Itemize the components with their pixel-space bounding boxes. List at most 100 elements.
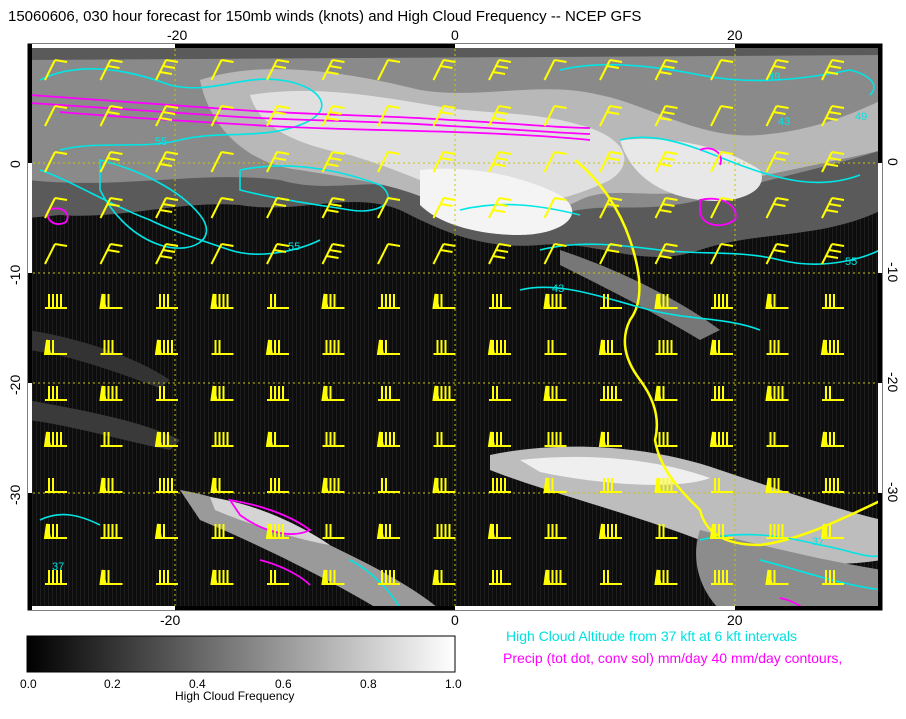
wind-barb xyxy=(44,105,68,127)
wind-barb xyxy=(265,431,289,447)
wind-barb xyxy=(543,385,567,401)
wind-barb xyxy=(432,105,456,127)
lat-tick-right: -20 xyxy=(885,372,901,392)
wind-barb xyxy=(377,243,401,265)
wind-barb xyxy=(322,340,345,355)
wind-barb xyxy=(432,385,456,401)
wind-barb xyxy=(655,340,678,355)
wind-barb xyxy=(488,243,512,265)
wind-barb xyxy=(820,431,844,447)
wind-barb xyxy=(376,523,400,539)
wind-barb xyxy=(210,293,234,309)
wind-barb xyxy=(711,386,733,401)
wind-barb xyxy=(654,569,678,585)
lat-tick-left: -30 xyxy=(7,485,23,505)
wind-barb xyxy=(99,477,123,493)
wind-barb xyxy=(99,569,123,585)
wind-barb xyxy=(44,59,68,81)
wind-barb xyxy=(655,432,678,447)
wind-barb xyxy=(210,569,234,585)
wind-barb xyxy=(821,243,845,265)
wind-barb xyxy=(210,243,234,265)
lat-tick-left: -20 xyxy=(7,375,23,395)
wind-barb xyxy=(599,243,623,265)
wind-barb xyxy=(543,197,567,219)
wind-barb xyxy=(432,197,456,219)
wind-barb xyxy=(210,197,234,219)
legend-cloud-altitude: High Cloud Altitude from 37 kft at 6 kft… xyxy=(506,628,798,644)
lon-tick-bottom: 20 xyxy=(727,612,743,628)
wind-barb xyxy=(44,243,68,265)
wind-barb xyxy=(821,197,845,219)
wind-barb xyxy=(321,293,345,309)
wind-barb xyxy=(377,197,401,219)
cloud-frequency-field: 55 55 49 49 43 55 43 37 37 xyxy=(28,44,882,610)
lat-tick-left: -10 xyxy=(7,265,23,285)
wind-barb xyxy=(543,243,567,265)
graticule xyxy=(28,44,882,610)
wind-barb xyxy=(156,570,178,585)
wind-barb xyxy=(433,340,456,355)
wind-barb xyxy=(377,151,401,173)
wind-barb xyxy=(599,151,623,173)
wind-barb xyxy=(45,478,67,493)
wind-barb xyxy=(377,59,401,81)
wind-barb xyxy=(43,339,67,355)
wind-barb xyxy=(99,105,123,127)
lat-tick-right: -10 xyxy=(885,262,901,282)
wind-barb xyxy=(600,386,622,401)
wind-barb xyxy=(155,243,179,265)
colorbar-tick: 0.6 xyxy=(275,677,292,691)
border-bars xyxy=(28,44,882,610)
wind-barb xyxy=(433,524,456,539)
wind-barb xyxy=(487,523,511,539)
contour-label: 55 xyxy=(845,256,857,268)
wind-barb xyxy=(822,478,844,493)
wind-barb xyxy=(820,339,844,355)
colorbar-tick: 1.0 xyxy=(445,677,462,691)
wind-barb xyxy=(765,197,789,219)
wind-barb xyxy=(155,105,179,127)
wind-barb xyxy=(821,59,845,81)
wind-barb xyxy=(544,340,567,355)
wind-barb xyxy=(376,339,400,355)
wind-barb xyxy=(711,294,733,309)
wind-barb xyxy=(156,478,178,493)
wind-barb xyxy=(100,432,123,447)
wind-barb xyxy=(99,243,123,265)
wind-barb xyxy=(99,293,123,309)
precip-contours xyxy=(29,94,806,610)
wind-barb xyxy=(433,432,456,447)
wind-barbs xyxy=(43,59,845,585)
wind-barb xyxy=(822,294,844,309)
wind-barb xyxy=(45,386,67,401)
wind-barb xyxy=(710,59,734,81)
wind-barb xyxy=(44,197,68,219)
wind-barb xyxy=(654,385,678,401)
wind-barb xyxy=(156,386,178,401)
wind-barb xyxy=(654,243,678,265)
wind-barb xyxy=(765,293,789,309)
wind-barb xyxy=(711,570,733,585)
colorbar xyxy=(26,635,456,673)
wind-barb xyxy=(544,524,567,539)
wind-barb xyxy=(432,293,456,309)
wind-barb xyxy=(820,523,844,539)
wind-barb xyxy=(155,59,179,81)
wind-barb xyxy=(489,570,511,585)
wind-barb xyxy=(266,243,290,265)
wind-barb xyxy=(154,523,178,539)
wind-barb xyxy=(765,59,789,81)
wind-barb xyxy=(321,385,345,401)
wind-barb xyxy=(377,105,401,127)
wind-barb xyxy=(489,386,511,401)
lat-tick-right: 0 xyxy=(885,158,901,166)
wind-barb xyxy=(43,431,67,447)
wind-barb xyxy=(709,431,733,447)
wind-barb xyxy=(822,570,844,585)
wind-barb xyxy=(43,523,67,539)
wind-barb xyxy=(598,431,622,447)
wind-barb xyxy=(488,105,512,127)
wind-barb xyxy=(822,386,844,401)
